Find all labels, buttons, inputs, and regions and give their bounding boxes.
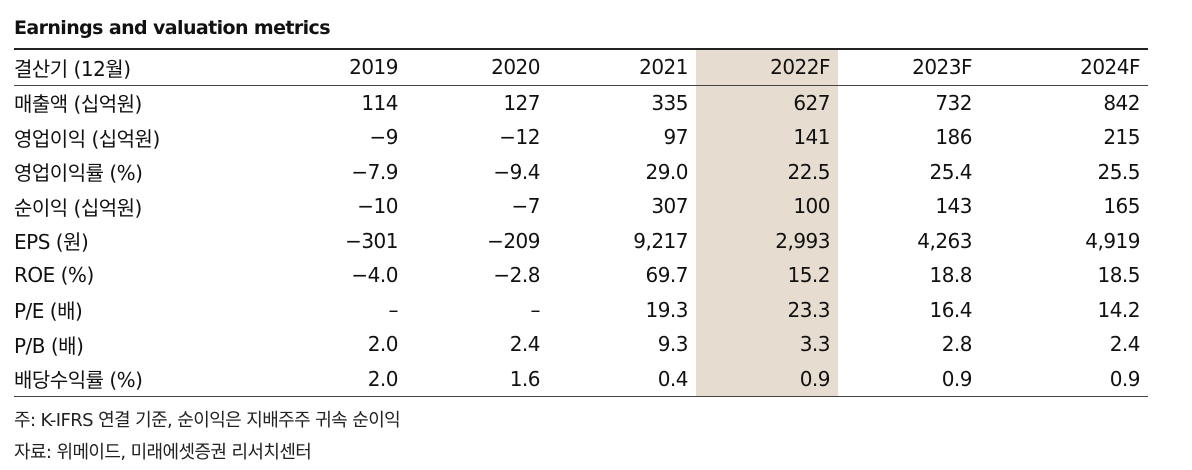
row-label: EPS (원)	[14, 230, 89, 255]
cell: 186	[935, 125, 972, 150]
cell: −301	[345, 228, 398, 253]
cell: 1.6	[406, 361, 548, 397]
table-row: ROE (%) −4.0 −2.8 69.7 15.2 18.8 18.5	[14, 258, 1148, 293]
cell: 114	[361, 90, 398, 115]
cell: 18.8	[929, 263, 972, 288]
cell: 732	[935, 90, 972, 115]
cell: 0.4	[548, 361, 696, 397]
cell: 215	[1103, 125, 1140, 150]
cell-highlighted: 100	[696, 189, 838, 224]
cell: −7	[511, 194, 541, 219]
cell: 127	[503, 90, 540, 115]
table-row: 영업이익률 (%) −7.9 −9.4 29.0 22.5 25.4 25.5	[14, 154, 1148, 189]
cell: 25.4	[929, 159, 972, 184]
header-year: 2024F	[980, 48, 1148, 86]
earnings-table: 결산기 (12월) 2019 2020 2021 2022F 2023F 202…	[14, 48, 1148, 397]
row-label: P/E (배)	[14, 299, 83, 324]
cell: 0.9	[838, 361, 980, 397]
cell-highlighted: 23.3	[696, 292, 838, 327]
cell: −10	[357, 194, 398, 219]
cell: −209	[487, 228, 540, 253]
row-label: 매출액 (십억원)	[14, 92, 142, 117]
cell: 165	[1103, 194, 1140, 219]
cell: 2.4	[509, 332, 541, 357]
header-year-highlighted: 2022F	[696, 48, 838, 86]
cell: 143	[935, 194, 972, 219]
cell-highlighted: 15.2	[696, 258, 838, 293]
cell-highlighted: 22.5	[696, 154, 838, 189]
header-year: 2023F	[838, 48, 980, 86]
cell: 97	[663, 125, 689, 150]
cell: −9	[369, 125, 399, 150]
cell: −4.0	[351, 263, 398, 288]
row-label: 순이익 (십억원)	[14, 195, 142, 220]
cell: 16.4	[929, 297, 972, 322]
table-row: 영업이익 (십억원) −9 −12 97 141 186 215	[14, 120, 1148, 155]
cell: 19.3	[645, 297, 688, 322]
row-label: 영업이익률 (%)	[14, 161, 143, 186]
cell: 2.4	[1109, 332, 1141, 357]
table-row: P/B (배) 2.0 2.4 9.3 3.3 2.8 2.4	[14, 327, 1148, 362]
header-year: 2019	[254, 48, 406, 86]
cell: 0.9	[980, 361, 1148, 397]
cell: –	[530, 297, 541, 322]
table-row: P/E (배) – – 19.3 23.3 16.4 14.2	[14, 292, 1148, 327]
cell: 18.5	[1097, 263, 1140, 288]
cell: 307	[651, 194, 688, 219]
cell-highlighted: 0.9	[696, 361, 838, 397]
cell: 4,263	[917, 228, 972, 253]
header-label: 결산기 (12월)	[14, 48, 254, 86]
cell: 29.0	[645, 159, 688, 184]
cell: 4,919	[1085, 228, 1140, 253]
cell: 69.7	[645, 263, 688, 288]
table-footnote: 주: K-IFRS 연결 기준, 순이익은 지배주주 귀속 순이익	[14, 410, 401, 431]
table-source: 자료: 위메이드, 미래에셋증권 리서치센터	[14, 442, 312, 463]
header-row: 결산기 (12월) 2019 2020 2021 2022F 2023F 202…	[14, 48, 1148, 86]
cell: 9.3	[657, 332, 689, 357]
cell: 842	[1103, 90, 1140, 115]
cell: −2.8	[493, 263, 540, 288]
table-row: 매출액 (십억원) 114 127 335 627 732 842	[14, 85, 1148, 120]
cell: 2.8	[941, 332, 973, 357]
cell: −9.4	[493, 159, 540, 184]
row-label: P/B (배)	[14, 333, 84, 358]
cell: 2.0	[254, 361, 406, 397]
cell: 2.0	[367, 332, 399, 357]
cell: –	[388, 297, 399, 322]
row-label: ROE (%)	[14, 263, 94, 288]
cell-highlighted: 141	[696, 120, 838, 155]
cell: 335	[651, 90, 688, 115]
cell: 9,217	[633, 228, 688, 253]
header-year: 2021	[548, 48, 696, 86]
table-row: EPS (원) −301 −209 9,217 2,993 4,263 4,91…	[14, 223, 1148, 258]
table-row: 배당수익률 (%) 2.0 1.6 0.4 0.9 0.9 0.9	[14, 361, 1148, 397]
cell-highlighted: 2,993	[696, 223, 838, 258]
cell: 14.2	[1097, 297, 1140, 322]
cell-highlighted: 3.3	[696, 327, 838, 362]
header-year: 2020	[406, 48, 548, 86]
cell: −7.9	[351, 159, 398, 184]
row-label: 영업이익 (십억원)	[14, 126, 160, 151]
table-row: 순이익 (십억원) −10 −7 307 100 143 165	[14, 189, 1148, 224]
cell: −12	[499, 125, 540, 150]
cell-highlighted: 627	[696, 85, 838, 120]
table-title: Earnings and valuation metrics	[14, 17, 331, 39]
row-label: 배당수익률 (%)	[14, 361, 254, 397]
cell: 25.5	[1097, 159, 1140, 184]
